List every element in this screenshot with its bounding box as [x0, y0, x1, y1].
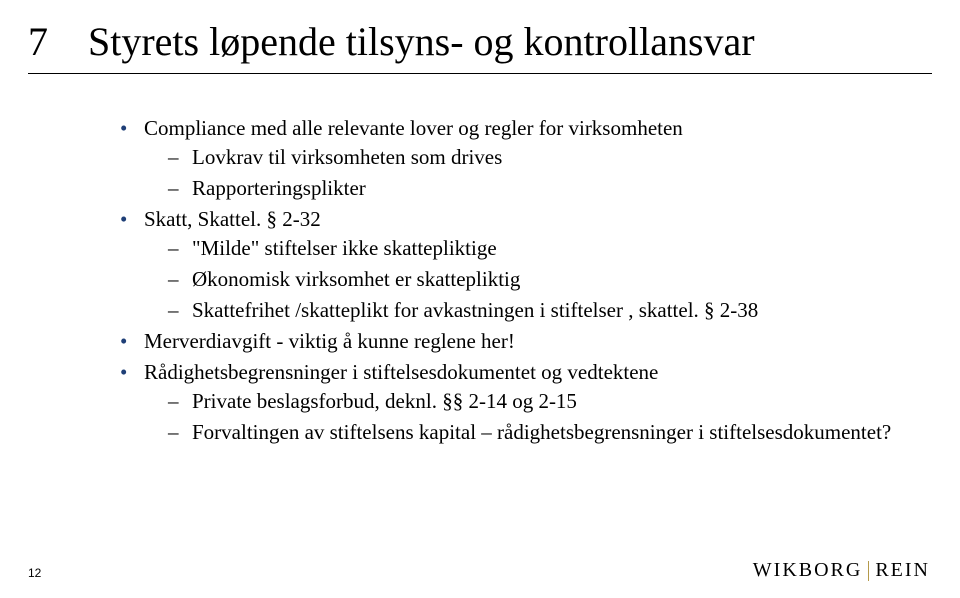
logo-right: REIN	[875, 559, 930, 582]
bullet-text: Skatt, Skattel. § 2-32	[144, 207, 321, 231]
bullet-l2: Private beslagsforbud, deknl. §§ 2-14 og…	[168, 387, 932, 416]
bullet-text: Forvaltingen av stiftelsens kapital – rå…	[192, 420, 891, 444]
bullet-text: Rapporteringsplikter	[192, 176, 366, 200]
bullet-l2: Skattefrihet /skatteplikt for avkastning…	[168, 296, 932, 325]
slide-header: 7 Styrets løpende tilsyns- og kontrollan…	[0, 0, 960, 65]
slide-number: 7	[28, 18, 48, 65]
bullet-l2: Økonomisk virksomhet er skattepliktig	[168, 265, 932, 294]
bullet-l1: Compliance med alle relevante lover og r…	[120, 114, 932, 203]
logo-separator	[868, 561, 869, 581]
page-number: 12	[28, 566, 41, 580]
content: Compliance med alle relevante lover og r…	[120, 114, 932, 447]
bullet-text: "Milde" stiftelser ikke skattepliktige	[192, 236, 497, 260]
logo-left: WIKBORG	[753, 559, 863, 582]
bullet-text: Økonomisk virksomhet er skattepliktig	[192, 267, 520, 291]
bullet-l1: Skatt, Skattel. § 2-32 "Milde" stiftelse…	[120, 205, 932, 325]
bullet-text: Private beslagsforbud, deknl. §§ 2-14 og…	[192, 389, 577, 413]
bullet-l1: Rådighetsbegrensninger i stiftelsesdokum…	[120, 358, 932, 447]
bullet-text: Merverdiavgift - viktig å kunne reglene …	[144, 329, 515, 353]
bullet-l2: Lovkrav til virksomheten som drives	[168, 143, 932, 172]
bullet-l2: Forvaltingen av stiftelsens kapital – rå…	[168, 418, 932, 447]
bullet-text: Compliance med alle relevante lover og r…	[144, 116, 683, 140]
title-rule	[28, 73, 932, 74]
logo: WIKBORG REIN	[753, 559, 930, 582]
bullet-l2: "Milde" stiftelser ikke skattepliktige	[168, 234, 932, 263]
slide-title: Styrets løpende tilsyns- og kontrollansv…	[88, 18, 755, 65]
bullet-text: Lovkrav til virksomheten som drives	[192, 145, 502, 169]
bullet-l2: Rapporteringsplikter	[168, 174, 932, 203]
bullet-text: Rådighetsbegrensninger i stiftelsesdokum…	[144, 360, 658, 384]
bullet-text: Skattefrihet /skatteplikt for avkastning…	[192, 298, 758, 322]
bullet-l1: Merverdiavgift - viktig å kunne reglene …	[120, 327, 932, 356]
